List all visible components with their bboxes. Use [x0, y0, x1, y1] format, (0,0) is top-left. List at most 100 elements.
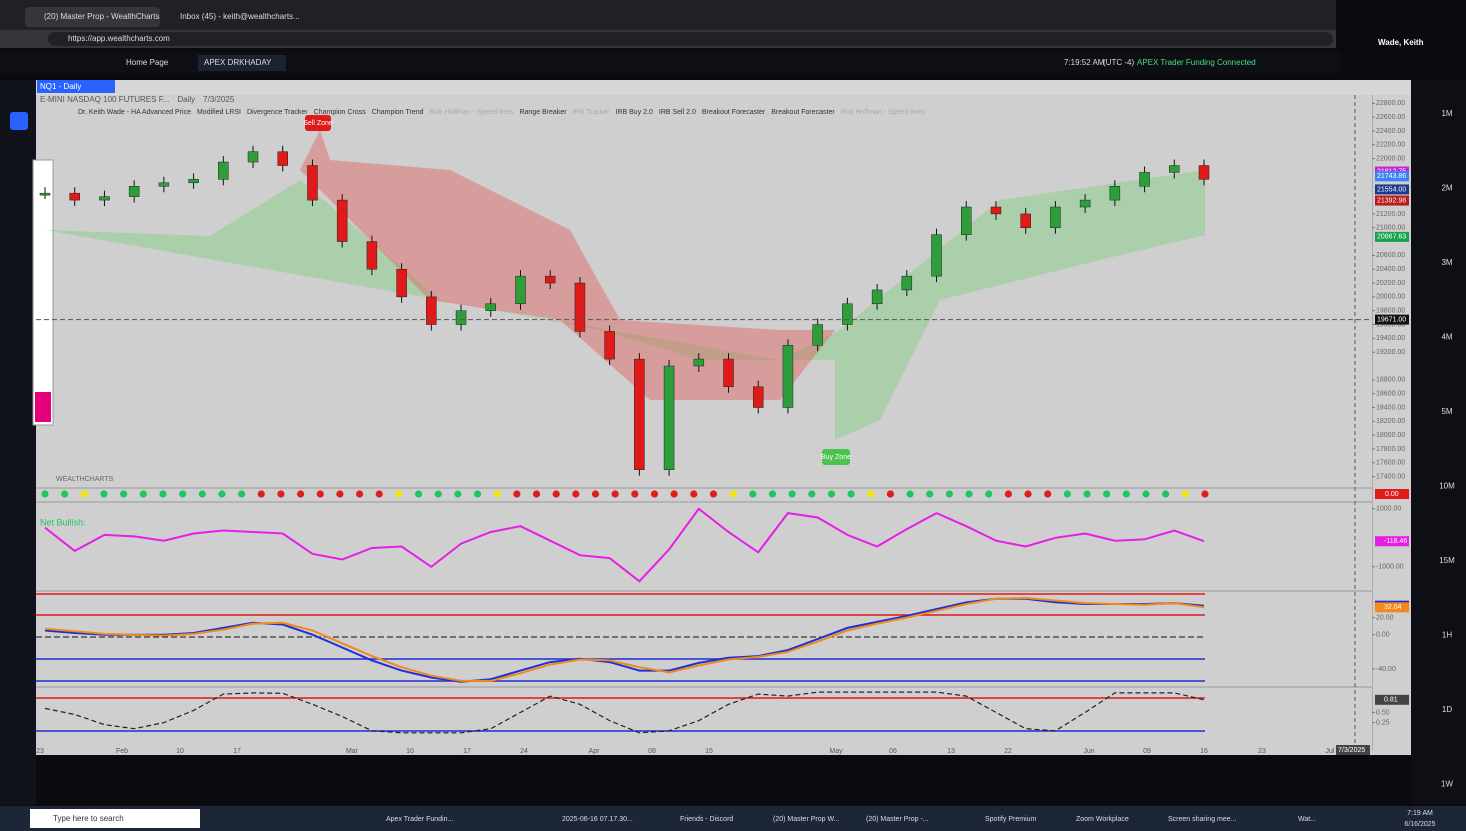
indicator-name[interactable]: Rob Hoffman - Speed lines	[430, 109, 514, 116]
url: https://app.wealthcharts.com	[68, 34, 170, 43]
indicator-name[interactable]: IRB Sell 2.0	[659, 109, 696, 116]
tab-title[interactable]: (20) Master Prop - WealthCharts	[44, 12, 159, 21]
indicator-name[interactable]: IRB Buy 2.0	[616, 109, 653, 116]
y-tick-label: 19200.00	[1376, 349, 1405, 356]
chart-header: E-MINI NASDAQ 100 FUTURES F...	[40, 95, 169, 104]
signal-dot	[238, 490, 246, 498]
candle	[752, 386, 764, 408]
tab[interactable]: APEX DRKHADAY	[204, 58, 272, 67]
y-tick-label: 20400.00	[1376, 266, 1405, 273]
indicator-name[interactable]: Modified LRSI	[197, 109, 241, 116]
candle	[158, 182, 170, 187]
candle	[693, 358, 705, 367]
search-box[interactable]	[30, 809, 200, 828]
x-tick-label: 17	[233, 748, 241, 755]
y-tick-label: 0.25	[1376, 719, 1390, 726]
signal-dot	[827, 490, 836, 498]
taskbar-item[interactable]: Friends - Discord	[680, 816, 733, 823]
y-tick-label: 20000.00	[1376, 294, 1405, 301]
tab[interactable]: Home Page	[126, 58, 169, 67]
candle	[544, 275, 556, 284]
signal-dot	[650, 490, 659, 498]
indicator-name[interactable]: Breakout Forecaster	[771, 109, 835, 116]
candle	[812, 324, 823, 346]
signal-dot	[1181, 490, 1189, 498]
candle	[1020, 213, 1031, 228]
y-tick-label: 20.00	[1376, 614, 1394, 621]
x-tick-label: 16	[1200, 748, 1208, 755]
taskbar-item[interactable]: Zoom Workplace	[1076, 816, 1129, 823]
y-tick-label: 19600.00	[1376, 321, 1405, 328]
candle	[99, 196, 110, 201]
active-tab[interactable]	[25, 7, 160, 27]
indicator-name[interactable]: Range Breaker	[519, 109, 567, 116]
symbol-box[interactable]	[37, 80, 115, 93]
signal-dot	[572, 490, 580, 498]
y-tick-label: 18200.00	[1376, 418, 1405, 425]
indicator-name[interactable]: Breakout Forecaster	[702, 109, 766, 116]
taskbar-item[interactable]: Spotify Premium	[985, 816, 1037, 823]
candle	[1050, 206, 1061, 228]
candle	[455, 310, 467, 325]
signal-dot	[159, 490, 167, 498]
indicator-name[interactable]: Divergence Tracker	[247, 109, 308, 116]
candle	[782, 345, 794, 408]
signal-dot	[277, 490, 285, 498]
indicator-name[interactable]: Champion Trend	[372, 109, 424, 116]
active-layout-tab[interactable]	[198, 55, 286, 71]
candle	[604, 331, 615, 360]
indicator-name[interactable]: Dr. Keith Wade - HA Advanced Price	[78, 109, 191, 116]
signal-dot	[493, 490, 501, 498]
signal-dot	[513, 490, 521, 498]
candle	[1139, 172, 1150, 187]
candle	[634, 358, 645, 470]
x-tick-label: 10	[406, 748, 414, 755]
add-button[interactable]	[10, 112, 28, 130]
y-tick-label: 18800.00	[1376, 377, 1405, 384]
signal-dot	[847, 490, 855, 498]
y-tick-label: 17600.00	[1376, 460, 1405, 467]
annotation: Sell Zone	[303, 120, 333, 127]
x-tick-label: 06	[889, 748, 897, 755]
signal-dot	[926, 490, 934, 498]
taskbar-item[interactable]: 2025-06-16 07.17.30...	[562, 816, 633, 823]
candle	[961, 206, 972, 235]
left-toolbar	[0, 80, 36, 805]
value-tag-label: 32.04	[1384, 604, 1402, 611]
signal-dot	[80, 490, 88, 498]
x-tick-label: 15	[705, 748, 713, 755]
scale-label: 10M	[1439, 482, 1455, 491]
taskbar-item[interactable]: Screen sharing mee...	[1168, 816, 1237, 823]
y-tick-label: 22000.00	[1376, 155, 1405, 162]
y-tick-label: 21000.00	[1376, 225, 1405, 232]
signal-dot	[179, 490, 187, 498]
scale-label: 1H	[1442, 631, 1452, 640]
taskbar-item[interactable]: (20) Master Prop W...	[773, 816, 840, 823]
scale-label: 4M	[1441, 333, 1452, 342]
tab-title[interactable]: Inbox (45) - keith@wealthcharts...	[180, 12, 300, 21]
indicator-name[interactable]: Champion Cross	[314, 109, 367, 116]
color-swatch[interactable]	[35, 392, 51, 422]
y-tick-label: 19800.00	[1376, 308, 1405, 315]
account[interactable]: APEX Trader Funding	[1137, 58, 1215, 67]
price-tag	[1375, 171, 1409, 182]
taskbar-item[interactable]: (20) Master Prop -...	[866, 816, 929, 823]
price-tag	[1375, 195, 1409, 206]
signal-dot	[808, 490, 816, 498]
indicator-name[interactable]: IRB Tracker	[573, 109, 611, 116]
cloud	[300, 130, 835, 400]
signal-dot	[139, 490, 147, 498]
signal-dot	[788, 490, 796, 498]
panel-label: Net Bullish:	[40, 517, 86, 527]
x-tick-label: Jun	[1083, 748, 1094, 755]
series-line	[44, 596, 1205, 682]
value-tag-label: -118.46	[1384, 538, 1407, 545]
indicator-name[interactable]: Rob Hoffman - Speed lines	[841, 109, 925, 116]
url-field[interactable]	[48, 32, 1333, 46]
taskbar-item[interactable]: Wat...	[1298, 816, 1316, 823]
signal-dot	[100, 490, 108, 498]
signal-dot	[591, 490, 600, 498]
taskbar-item[interactable]: Apex Trader Fundin...	[386, 816, 453, 823]
candle	[39, 192, 51, 196]
